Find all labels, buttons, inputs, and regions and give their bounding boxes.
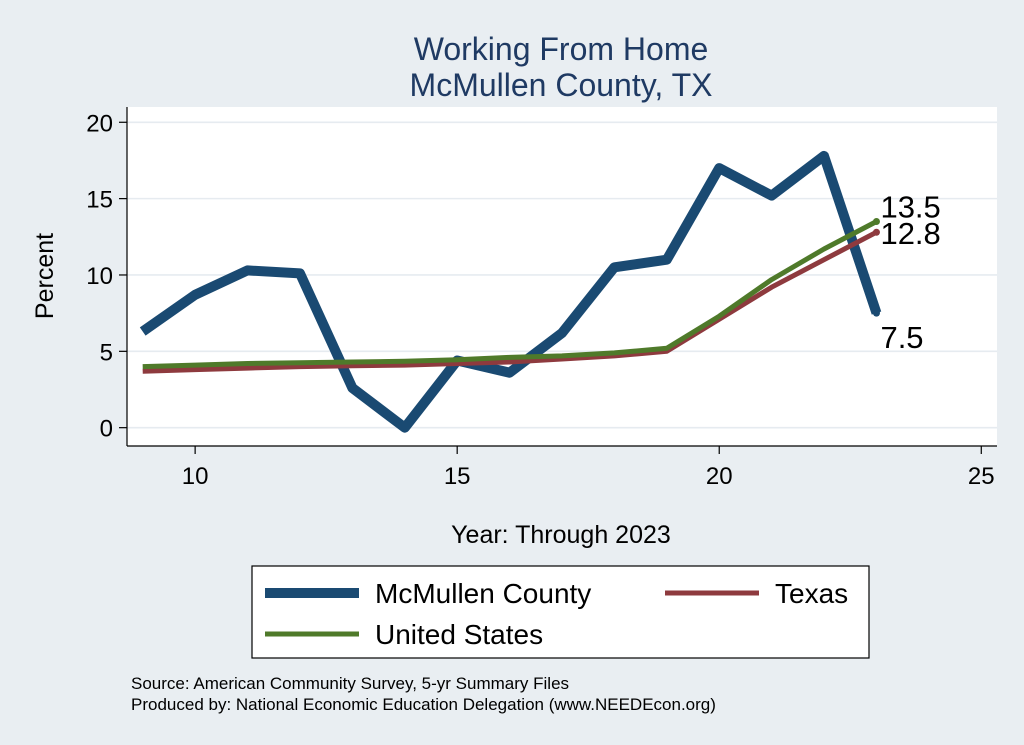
- series-end-point: [872, 309, 880, 317]
- source-line-2: Produced by: National Economic Education…: [131, 695, 716, 714]
- axes: 0 5 10 15 20 10 15 20 25: [86, 107, 997, 490]
- legend-label: United States: [375, 619, 543, 650]
- y-tick-label: 5: [100, 339, 113, 366]
- x-tick-label: 20: [706, 463, 733, 490]
- series-line-mcmullen-county: [139, 150, 882, 433]
- x-tick-label: 10: [182, 463, 209, 490]
- series-end-point: [872, 228, 880, 236]
- chart-subtitle: McMullen County, TX: [410, 67, 713, 103]
- series-end-point: [872, 218, 880, 226]
- x-axis-label: Year: Through 2023: [451, 521, 671, 549]
- series-line-united-states: [142, 219, 878, 370]
- legend: McMullen County Texas United States: [265, 578, 848, 650]
- y-axis-label: Percent: [31, 233, 59, 319]
- y-tick-label: 15: [86, 187, 113, 214]
- legend-label: Texas: [775, 578, 848, 609]
- series-line-texas: [142, 229, 878, 374]
- source-line-1: Source: American Community Survey, 5-yr …: [131, 674, 569, 693]
- y-tick-label: 10: [86, 263, 113, 290]
- x-tick-label: 15: [444, 463, 471, 490]
- y-tick-label: 0: [100, 416, 113, 443]
- y-tick-label: 20: [86, 110, 113, 137]
- x-tick-label: 25: [968, 463, 995, 490]
- end-label-texas: 12.8: [880, 216, 940, 251]
- series-lines: [139, 150, 882, 433]
- legend-label: McMullen County: [375, 578, 591, 609]
- end-label-mcmullen-county: 7.5: [880, 320, 923, 355]
- legend-box: [251, 565, 870, 659]
- chart-title: Working From Home: [414, 31, 709, 67]
- end-label-united-states: 13.5: [880, 190, 940, 225]
- end-labels: 7.5 12.813.5: [880, 190, 940, 356]
